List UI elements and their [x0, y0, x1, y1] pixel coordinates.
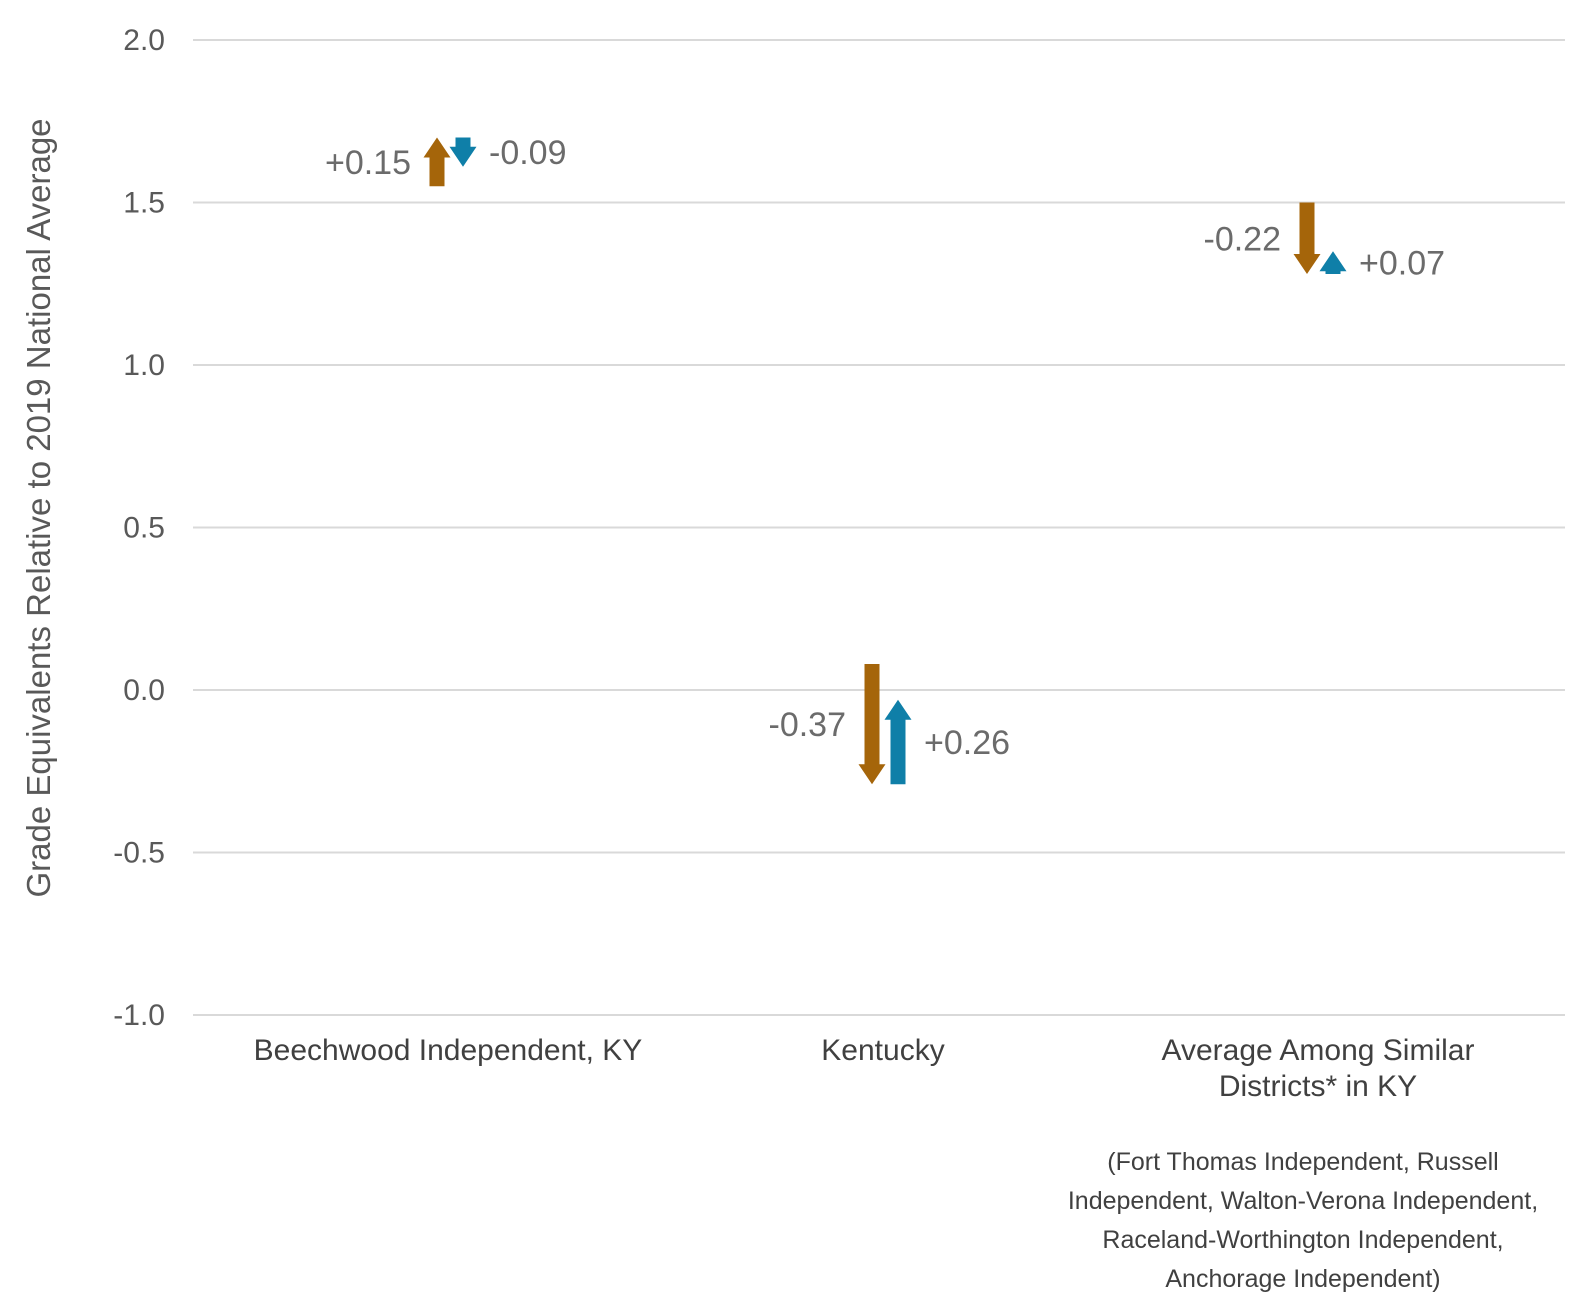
category-note: Anchorage Independent)	[1165, 1265, 1440, 1293]
y-axis-ticks: 2.0 1.5 1.0 0.5 0.0 -0.5 -1.0	[113, 24, 165, 1032]
arrow-mark	[1293, 202, 1321, 274]
y-tick-label: 1.0	[123, 349, 165, 382]
x-category-label: Average Among Similar	[1162, 1034, 1475, 1067]
y-axis-label: Grade Equivalents Relative to 2019 Natio…	[20, 118, 57, 897]
data-label: -0.22	[1204, 220, 1282, 258]
data-label: -0.09	[489, 134, 567, 172]
arrow-mark	[449, 137, 477, 167]
y-tick-label: 2.0	[123, 24, 165, 57]
arrow-mark	[1319, 251, 1347, 274]
arrow-mark	[423, 137, 451, 187]
x-category-label: Districts* in KY	[1219, 1070, 1417, 1103]
data-label: -0.37	[769, 706, 847, 744]
x-axis-categories: Beechwood Independent, KY Kentucky Average…	[254, 1034, 1538, 1293]
arrow-mark	[884, 699, 912, 785]
y-tick-label: 0.5	[123, 512, 165, 545]
data-labels: +0.15 -0.37 -0.22 -0.09 +0.26 +0.07	[325, 134, 1445, 762]
x-category-label: Beechwood Independent, KY	[254, 1034, 643, 1067]
x-category-label: Kentucky	[821, 1034, 944, 1067]
category-note: Raceland-Worthington Independent,	[1102, 1226, 1503, 1254]
data-label: +0.26	[924, 724, 1010, 762]
data-label: +0.07	[1359, 245, 1445, 283]
arrow-mark	[858, 664, 886, 785]
y-tick-label: 1.5	[123, 187, 165, 220]
arrow-marks	[423, 137, 1347, 785]
y-tick-label: -1.0	[113, 999, 165, 1032]
y-tick-label: -0.5	[113, 837, 165, 870]
grid-lines	[193, 39, 1565, 1016]
category-note: Independent, Walton-Verona Independent,	[1068, 1187, 1538, 1215]
y-tick-label: 0.0	[123, 674, 165, 707]
category-note: (Fort Thomas Independent, Russell	[1107, 1148, 1498, 1176]
data-label: +0.15	[325, 144, 411, 182]
